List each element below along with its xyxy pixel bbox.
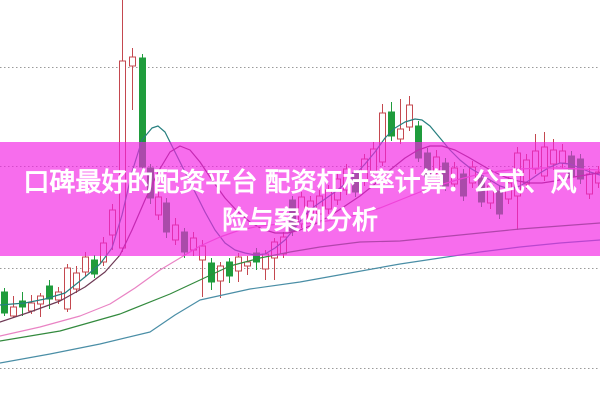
candle-down: [226, 258, 233, 283]
candle-up: [10, 296, 17, 318]
headline-banner: 口碑最好的配资平台 配资杠杆率计算：公式、风 险与案例分析: [0, 142, 600, 256]
candle-up: [64, 264, 71, 312]
candle-up: [244, 256, 251, 275]
candle-down: [19, 292, 26, 316]
headline-line-2: 险与案例分析: [221, 205, 378, 235]
candle-up: [397, 99, 404, 144]
candle-up: [129, 48, 136, 110]
candle-up: [37, 293, 44, 317]
candle-up: [406, 96, 413, 131]
candle-down: [91, 255, 98, 278]
candle-up: [235, 253, 242, 282]
headline-line-1: 口碑最好的配资平台 配资杠杆率计算：公式、风: [23, 167, 577, 197]
candle-down: [46, 280, 53, 309]
candle-up: [73, 266, 80, 293]
candle-up: [217, 262, 224, 298]
candle-up: [82, 252, 89, 276]
ma-slowest-steelblue: [0, 239, 600, 364]
candle-down: [1, 288, 8, 316]
candle-down: [388, 102, 395, 141]
